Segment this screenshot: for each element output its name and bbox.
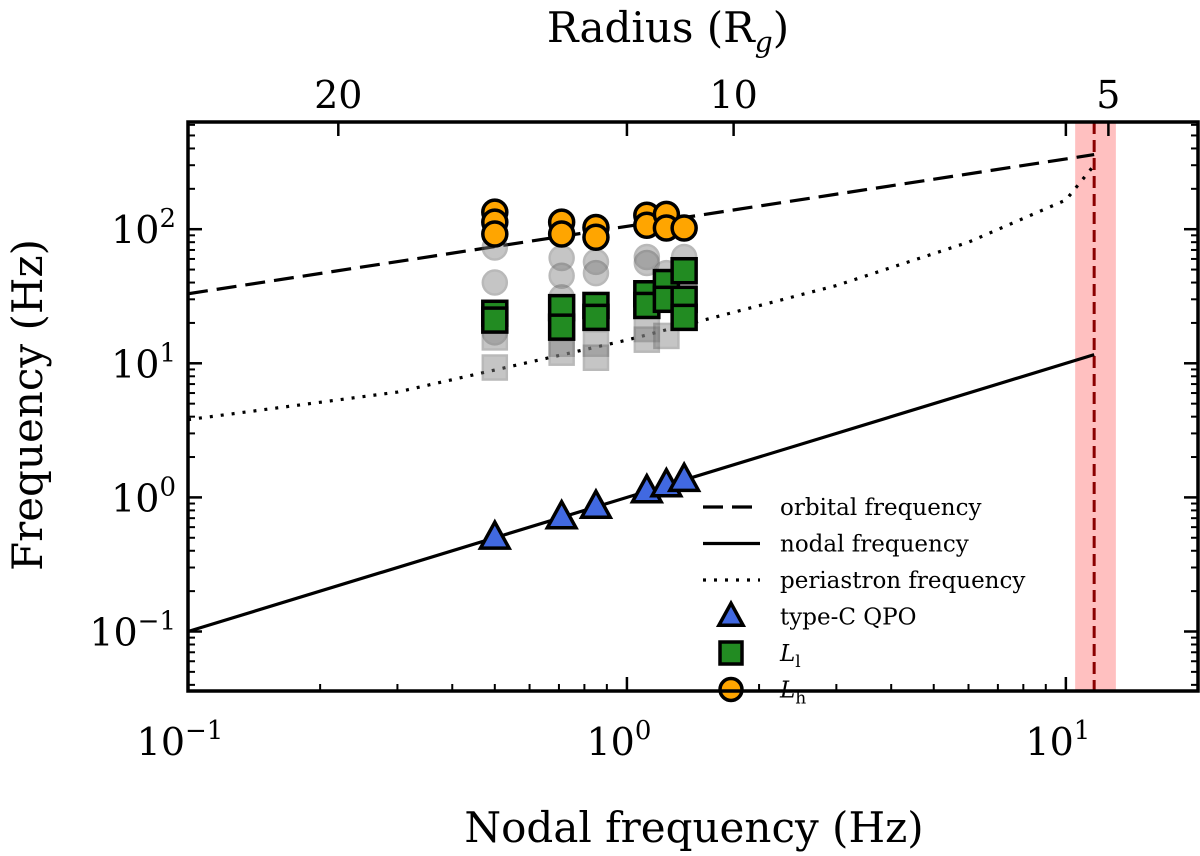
legend-square-icon [718,640,744,666]
periastron-frequency-line [188,164,1096,422]
faded-circle-point [548,262,575,289]
legend-label: type-C QPO [780,605,916,631]
y-tick-label: 102 [111,204,176,252]
faded-circle-point [582,259,610,287]
orbital-frequency-line [188,153,1095,296]
legend: orbital frequency nodal frequency periastr… [703,495,1025,709]
x-tick-label: 10−1 [137,716,224,764]
square-point [481,306,509,334]
faded-square-point [582,344,610,371]
top-tick-label: 5 [1096,73,1120,117]
square-point [670,256,698,285]
x-tick-label: 101 [1025,716,1090,764]
x-axis-label: Nodal frequency (Hz) [464,803,923,852]
legend-label: periastron frequency [780,568,1025,594]
circle-point [547,220,576,248]
square-point [547,313,576,341]
plot-content [188,122,1116,691]
legend-triangle-icon [715,599,747,628]
triangle-point [578,487,614,520]
y-axis-label: Frequency (Hz) [3,239,52,571]
faded-square-point [582,330,610,357]
legend-label: nodal frequency [780,532,969,558]
faded-square-point [548,339,575,366]
square-point [582,303,610,332]
plot-area [188,122,1116,691]
legend-label: Lh [779,678,806,709]
triangle-point [666,460,702,493]
faded-square-point [481,354,509,381]
faded-circle-point [633,243,661,271]
plot-frame [186,120,1200,693]
circle-point [582,223,610,252]
triangle-point [477,518,513,550]
circle-point [481,220,509,248]
square-point [670,303,698,332]
circle-point [670,214,698,242]
legend-label: Ll [779,641,801,672]
legend-label: orbital frequency [780,495,982,521]
top-tick-label: 10 [709,73,757,117]
top-tick-label: 20 [314,73,362,117]
triangle-point [544,498,579,530]
isco-band [1075,122,1116,691]
axis-ticks: 10−1 100 101 10−1 100 101 102 20 10 5 [89,73,1198,764]
y-tick-label: 101 [111,338,176,386]
y-tick-label: 10−1 [89,606,176,654]
faded-square-point [633,326,661,353]
y-tick-label: 100 [111,472,176,520]
top-axis-label: Radius (Rg) [547,3,789,59]
x-tick-label: 100 [586,716,651,764]
faded-circle-point [481,269,509,296]
